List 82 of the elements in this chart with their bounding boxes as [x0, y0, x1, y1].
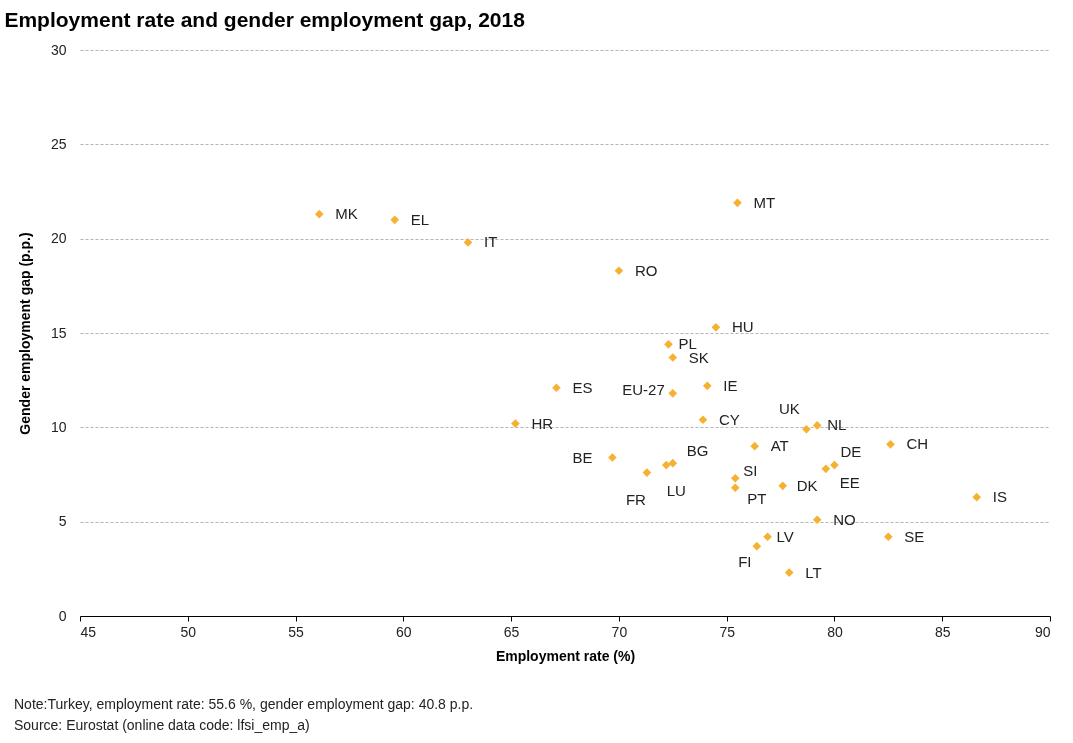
- point: [390, 215, 400, 225]
- annotation: NO: [833, 510, 856, 528]
- annotation: IT: [484, 233, 498, 251]
- annotation: AT: [770, 437, 789, 455]
- annotation: SE: [904, 527, 925, 545]
- x-tick-label: 90: [1034, 623, 1051, 640]
- annotation: FI: [738, 553, 752, 571]
- x-tick-label: 75: [719, 623, 736, 640]
- y-tick-label: 25: [50, 135, 67, 152]
- point: [661, 460, 671, 470]
- point: [730, 473, 740, 483]
- x-tick-label: 55: [288, 623, 305, 640]
- point: [608, 453, 617, 462]
- point: [763, 532, 772, 542]
- annotation: EL: [410, 210, 430, 228]
- annotation: BG: [686, 442, 709, 460]
- point: [884, 532, 893, 542]
- annotation: CH: [906, 435, 929, 453]
- annotation: PT: [747, 489, 767, 507]
- y-tick-label: 20: [50, 230, 67, 247]
- point: [752, 541, 762, 551]
- annotation: HR: [531, 414, 554, 432]
- point: [750, 441, 760, 451]
- point: [511, 419, 520, 428]
- text: Note:Turkey, employment rate: 55.6 %, gender employment gap: 40.8 p.p.: [14, 695, 474, 714]
- point: [314, 209, 324, 219]
- annotation: EU-27: [622, 381, 665, 399]
- point: [821, 464, 831, 474]
- annotation: NL: [827, 416, 847, 434]
- point: [698, 415, 708, 425]
- x-tick-label: 50: [180, 623, 197, 640]
- x-tick-label: 45: [80, 623, 97, 640]
- y-tick-label: 10: [50, 418, 67, 435]
- annotation: IS: [992, 488, 1007, 506]
- y-tick-label: 5: [58, 513, 67, 530]
- x-tick-label: 65: [503, 623, 520, 640]
- point: [668, 353, 678, 362]
- source-note: Source: Eurostat (online data code: lfsi_emp_a): [14, 716, 311, 735]
- point: [812, 515, 822, 525]
- point: [886, 439, 895, 449]
- annotation: LU: [666, 482, 686, 500]
- point: [778, 481, 788, 491]
- chart-title: Employment rate and gender employment gap, 2018: [4, 8, 526, 31]
- point: [711, 323, 721, 332]
- x-tick-label: 70: [611, 623, 628, 640]
- point: [552, 383, 561, 393]
- point: [730, 483, 740, 493]
- point: [812, 421, 822, 430]
- annotation: IE: [723, 376, 738, 394]
- annotation: CY: [718, 410, 740, 428]
- y-tick-label: 30: [50, 41, 67, 58]
- annotation: FR: [625, 490, 647, 508]
- annotation: MT: [753, 193, 776, 211]
- y-axis-title: Gender employment gap (p.p.): [16, 232, 33, 435]
- annotation: SI: [743, 462, 758, 480]
- point: [972, 492, 982, 502]
- point: [664, 339, 673, 349]
- point: [802, 424, 811, 434]
- annotation: HU: [731, 318, 754, 336]
- point: [784, 568, 794, 577]
- point: [614, 266, 624, 276]
- annotation: ES: [572, 378, 593, 396]
- x-axis-title: Employment rate (%): [495, 647, 636, 664]
- annotation: EE: [839, 473, 860, 491]
- annotation: RO: [634, 261, 658, 279]
- y-tick-label: 15: [50, 324, 67, 341]
- annotation: UK: [779, 400, 800, 418]
- annotation: BE: [572, 448, 593, 466]
- x-tick-label: 85: [934, 623, 951, 640]
- annotation: DE: [840, 443, 862, 461]
- annotation: LV: [776, 527, 794, 545]
- point: [733, 198, 742, 208]
- point: [668, 389, 678, 398]
- point: [702, 381, 712, 391]
- annotation: DK: [796, 476, 818, 494]
- y-tick-label: 0: [58, 607, 67, 624]
- x-tick-label: 60: [396, 623, 412, 640]
- x-tick-label: 80: [827, 623, 843, 640]
- point: [668, 458, 678, 468]
- annotation: LT: [805, 563, 822, 581]
- point: [642, 468, 652, 477]
- annotation: MK: [335, 205, 358, 223]
